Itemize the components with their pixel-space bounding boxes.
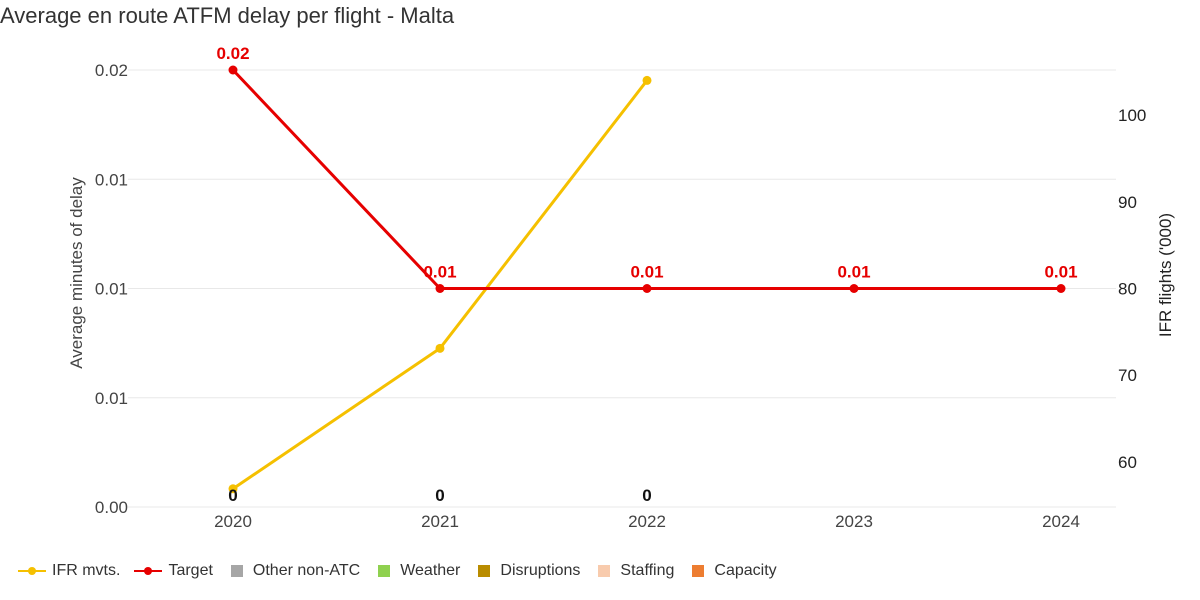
left-tick-label: 0.00 [95,498,128,517]
right-tick-label: 80 [1118,280,1137,299]
chart-plot: 0.00 0.01 0.01 0.01 0.02 60 70 80 90 100 2020 2021 2… [67,44,1175,531]
right-tick-label: 60 [1118,453,1137,472]
bar-total-label: 0 [435,486,444,505]
legend-square-marker [478,565,491,577]
legend-item-disruptions[interactable]: Disruptions [474,562,580,580]
legend-label: Disruptions [500,562,581,579]
left-tick-label: 0.02 [95,61,128,80]
right-axis-title: IFR flights ('000) [1156,213,1175,337]
target-data-label: 0.01 [630,263,663,282]
target-point [1056,284,1066,293]
bar-total-label: 0 [228,486,237,505]
legend-label: Staffing [620,562,675,579]
target-data-label: 0.01 [837,263,870,282]
legend-item-target[interactable]: Target [134,561,213,581]
left-tick-label: 0.01 [95,280,128,299]
target-data-label: 0.02 [216,44,249,63]
x-tick-label: 2024 [1042,512,1080,531]
left-tick-label: 0.01 [95,389,128,408]
left-axis-title: Average minutes of delay [67,177,86,369]
right-tick-label: 90 [1118,193,1137,212]
legend-line-marker [18,561,46,581]
chart-title: Average en route ATFM delay per flight -… [0,3,455,28]
legend-square-marker [378,565,391,577]
target-data-label: 0.01 [1044,263,1077,282]
chart-legend: IFR mvts. Target Other non-ATC Weather Disru… [18,561,791,581]
target-point [849,284,859,293]
legend-square-marker [230,565,243,577]
right-tick-label: 100 [1118,106,1146,125]
ifr-mvts-point [435,343,445,353]
legend-item-other-non-atc[interactable]: Other non-ATC [227,562,360,580]
ifr-mvts-point [642,75,652,85]
legend-square-marker [598,565,611,577]
left-tick-label: 0.01 [95,170,128,189]
x-tick-label: 2022 [628,512,666,531]
legend-item-ifr-mvts[interactable]: IFR mvts. [18,561,120,581]
legend-square-marker [692,565,705,577]
legend-label: Capacity [714,562,777,579]
x-tick-label: 2020 [214,512,252,531]
target-point [435,284,445,293]
legend-label: Weather [400,562,461,579]
legend-label: Target [168,562,213,579]
right-tick-label: 70 [1118,366,1137,385]
legend-label: IFR mvts. [52,562,121,579]
x-tick-label: 2023 [835,512,873,531]
legend-label: Other non-ATC [252,562,361,579]
x-tick-label: 2021 [421,512,459,531]
legend-item-weather[interactable]: Weather [374,562,460,580]
target-point [228,65,238,75]
legend-item-capacity[interactable]: Capacity [688,562,777,580]
bar-total-label: 0 [642,486,651,505]
target-point [642,284,652,293]
target-data-label: 0.01 [423,263,456,282]
ifr-mvts-point [228,484,238,494]
legend-item-staffing[interactable]: Staffing [594,562,674,580]
legend-line-marker [134,561,163,581]
